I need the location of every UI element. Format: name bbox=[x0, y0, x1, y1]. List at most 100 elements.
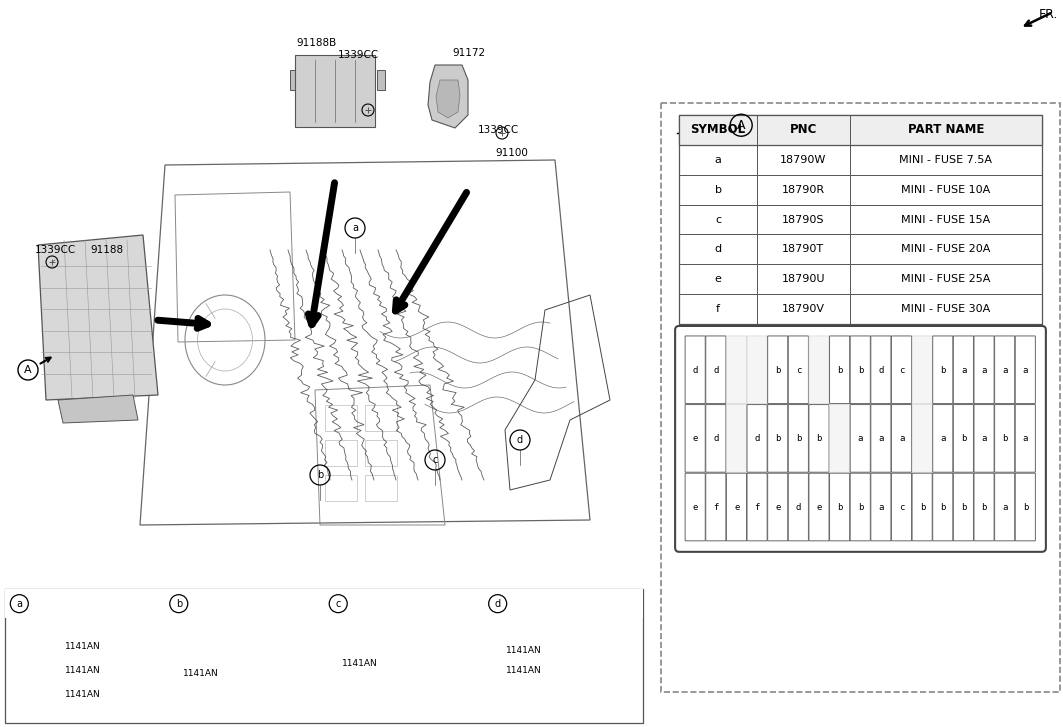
Text: 1339CC: 1339CC bbox=[35, 245, 77, 255]
FancyBboxPatch shape bbox=[767, 405, 788, 473]
Text: e: e bbox=[714, 274, 722, 284]
Text: a: a bbox=[878, 503, 883, 512]
FancyBboxPatch shape bbox=[829, 336, 849, 403]
Text: b: b bbox=[961, 503, 966, 512]
Text: b: b bbox=[317, 470, 323, 480]
FancyBboxPatch shape bbox=[767, 473, 788, 541]
FancyBboxPatch shape bbox=[850, 405, 871, 473]
Text: PART NAME: PART NAME bbox=[908, 124, 984, 137]
Bar bbox=[365, 475, 396, 501]
Text: d: d bbox=[714, 244, 722, 254]
FancyBboxPatch shape bbox=[995, 336, 1015, 403]
Text: d: d bbox=[713, 366, 719, 374]
Text: MINI - FUSE 25A: MINI - FUSE 25A bbox=[901, 274, 991, 284]
Text: a: a bbox=[899, 435, 905, 443]
Text: b: b bbox=[714, 185, 722, 195]
Text: 1141AN: 1141AN bbox=[342, 659, 378, 668]
FancyBboxPatch shape bbox=[892, 473, 912, 541]
FancyBboxPatch shape bbox=[747, 473, 767, 541]
FancyBboxPatch shape bbox=[995, 405, 1015, 473]
Text: 18790T: 18790T bbox=[782, 244, 825, 254]
Text: c: c bbox=[796, 366, 802, 374]
Text: c: c bbox=[336, 598, 341, 608]
Bar bbox=[325, 405, 357, 431]
Polygon shape bbox=[436, 80, 460, 118]
Text: c: c bbox=[899, 366, 905, 374]
Bar bbox=[5, 589, 643, 619]
FancyBboxPatch shape bbox=[706, 405, 726, 473]
FancyBboxPatch shape bbox=[954, 405, 974, 473]
Bar bbox=[290, 70, 298, 90]
FancyBboxPatch shape bbox=[686, 336, 705, 403]
Text: a: a bbox=[1002, 503, 1008, 512]
Text: f: f bbox=[713, 503, 719, 512]
Text: c: c bbox=[899, 503, 905, 512]
FancyBboxPatch shape bbox=[726, 473, 746, 541]
FancyBboxPatch shape bbox=[974, 473, 994, 541]
FancyBboxPatch shape bbox=[871, 336, 891, 403]
Text: d: d bbox=[755, 435, 760, 443]
FancyBboxPatch shape bbox=[829, 473, 849, 541]
Text: f: f bbox=[755, 503, 760, 512]
Text: d: d bbox=[494, 598, 501, 608]
Bar bbox=[377, 70, 385, 90]
FancyBboxPatch shape bbox=[1015, 473, 1035, 541]
FancyBboxPatch shape bbox=[974, 336, 994, 403]
Text: b: b bbox=[816, 435, 822, 443]
FancyBboxPatch shape bbox=[850, 473, 871, 541]
Text: c: c bbox=[433, 455, 438, 465]
FancyBboxPatch shape bbox=[912, 336, 932, 403]
Bar bbox=[679, 115, 1042, 145]
FancyBboxPatch shape bbox=[789, 336, 809, 403]
Bar bbox=[365, 405, 396, 431]
Text: MINI - FUSE 20A: MINI - FUSE 20A bbox=[901, 244, 991, 254]
FancyBboxPatch shape bbox=[871, 473, 891, 541]
Text: SYMBOL: SYMBOL bbox=[691, 124, 745, 137]
FancyBboxPatch shape bbox=[912, 405, 932, 473]
Text: b: b bbox=[981, 503, 986, 512]
Text: MINI - FUSE 15A: MINI - FUSE 15A bbox=[901, 214, 991, 225]
Text: a: a bbox=[16, 598, 22, 608]
Text: b: b bbox=[775, 435, 780, 443]
Text: d: d bbox=[796, 503, 802, 512]
FancyBboxPatch shape bbox=[675, 326, 1046, 552]
Text: 91172: 91172 bbox=[452, 48, 485, 58]
FancyBboxPatch shape bbox=[1015, 405, 1035, 473]
Text: e: e bbox=[693, 503, 698, 512]
Text: a: a bbox=[941, 435, 946, 443]
FancyBboxPatch shape bbox=[706, 336, 726, 403]
Text: e: e bbox=[693, 435, 698, 443]
Text: c: c bbox=[715, 214, 721, 225]
Text: f: f bbox=[716, 304, 720, 314]
Text: 91188: 91188 bbox=[90, 245, 123, 255]
Bar bbox=[679, 115, 1042, 324]
Text: 1141AN: 1141AN bbox=[65, 642, 101, 651]
FancyBboxPatch shape bbox=[706, 473, 726, 541]
Text: MINI - FUSE 7.5A: MINI - FUSE 7.5A bbox=[899, 155, 992, 165]
Text: a: a bbox=[981, 435, 986, 443]
FancyBboxPatch shape bbox=[871, 405, 891, 473]
FancyBboxPatch shape bbox=[912, 473, 932, 541]
Text: 18790U: 18790U bbox=[781, 274, 825, 284]
Text: b: b bbox=[858, 366, 863, 374]
Bar bbox=[661, 103, 1060, 692]
Text: b: b bbox=[838, 503, 843, 512]
Text: d: d bbox=[693, 366, 698, 374]
Polygon shape bbox=[428, 65, 468, 128]
FancyBboxPatch shape bbox=[726, 405, 746, 473]
Text: a: a bbox=[352, 223, 358, 233]
Text: a: a bbox=[1023, 435, 1028, 443]
Text: a: a bbox=[961, 366, 966, 374]
Text: b: b bbox=[775, 366, 780, 374]
Bar bbox=[5, 589, 643, 723]
Text: 1141AN: 1141AN bbox=[65, 690, 101, 699]
FancyBboxPatch shape bbox=[974, 405, 994, 473]
Text: d: d bbox=[878, 366, 883, 374]
FancyBboxPatch shape bbox=[809, 473, 829, 541]
Text: a: a bbox=[858, 435, 863, 443]
FancyBboxPatch shape bbox=[686, 405, 705, 473]
Text: a: a bbox=[1002, 366, 1008, 374]
Text: FR.: FR. bbox=[1039, 8, 1058, 21]
Polygon shape bbox=[58, 395, 138, 423]
FancyBboxPatch shape bbox=[789, 405, 809, 473]
